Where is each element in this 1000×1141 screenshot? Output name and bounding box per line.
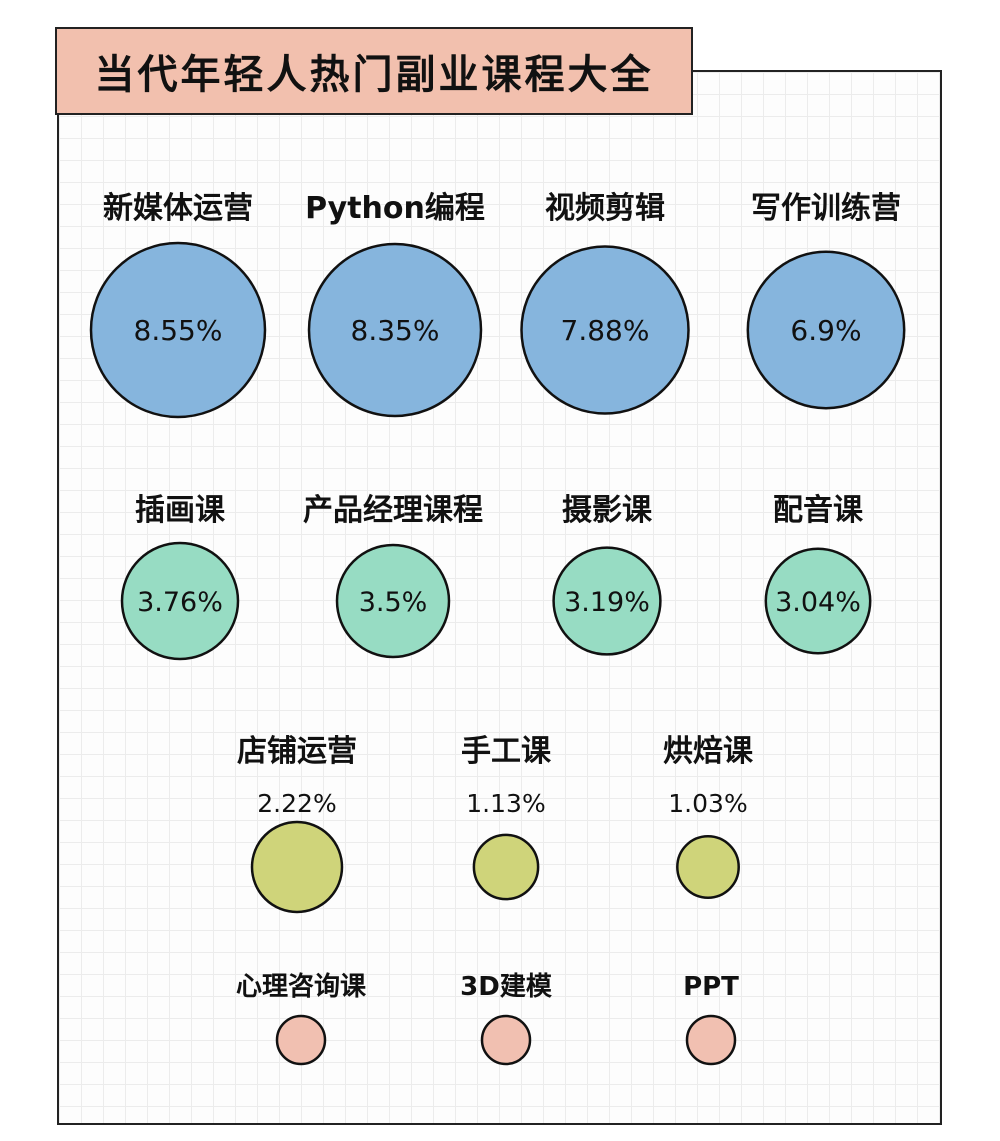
course-name-label: 3D建模 — [460, 972, 553, 1002]
course-value-label: 8.35% — [351, 314, 440, 347]
course-name-label: Python编程 — [305, 191, 485, 226]
course-bubble — [764, 547, 872, 655]
course-value-label: 1.03% — [668, 789, 747, 818]
course-bubble — [746, 250, 906, 410]
course-name-label: 写作训练营 — [751, 191, 901, 226]
course-value-label: 2.22% — [257, 789, 336, 818]
course-bubble — [520, 245, 690, 415]
course-value-label: 3.19% — [564, 587, 650, 618]
course-value-label: 3.5% — [359, 587, 428, 618]
course-bubble — [307, 242, 483, 418]
course-value-label: 1.13% — [466, 789, 545, 818]
course-bubble — [335, 543, 451, 659]
course-name-label: 店铺运营 — [237, 734, 357, 769]
course-bubble — [552, 546, 662, 656]
course-bubble — [250, 820, 344, 914]
chart-title-box: 当代年轻人热门副业课程大全 — [55, 27, 693, 115]
course-name-label: PPT — [683, 972, 739, 1002]
course-name-label: 插画课 — [135, 493, 226, 528]
course-name-label: 新媒体运营 — [103, 191, 253, 226]
course-name-label: 配音课 — [773, 493, 864, 528]
course-value-label: 8.55% — [134, 314, 223, 347]
course-bubble — [120, 541, 240, 661]
course-bubble — [685, 1014, 737, 1066]
chart-title: 当代年轻人热门副业课程大全 — [94, 52, 654, 98]
course-name-label: 烘焙课 — [663, 734, 754, 769]
course-bubble — [89, 241, 267, 419]
course-name-label: 心理咨询课 — [236, 971, 367, 1002]
course-value-label: 3.04% — [775, 587, 861, 618]
course-value-label: 6.9% — [790, 314, 861, 347]
course-name-label: 手工课 — [461, 734, 552, 769]
course-value-label: 7.88% — [561, 314, 650, 347]
course-name-label: 视频剪辑 — [545, 191, 665, 226]
course-bubble — [472, 833, 540, 901]
course-bubble — [275, 1014, 327, 1066]
course-name-label: 产品经理课程 — [303, 493, 483, 528]
course-value-label: 3.76% — [137, 587, 223, 618]
course-bubble — [676, 835, 740, 899]
course-bubble — [480, 1014, 532, 1066]
course-name-label: 摄影课 — [562, 493, 653, 528]
